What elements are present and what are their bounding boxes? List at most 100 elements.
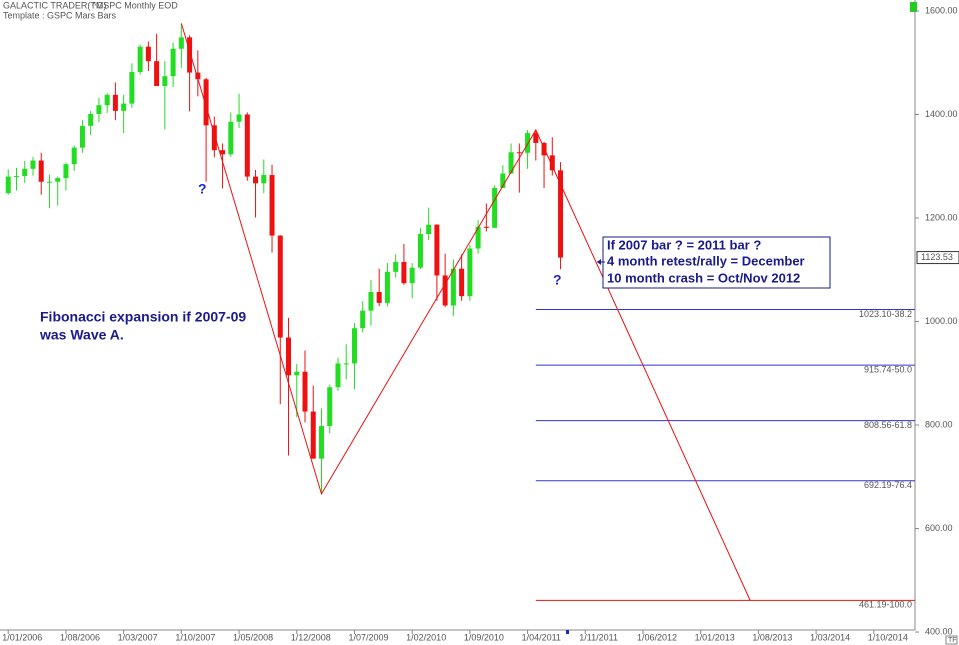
candle-body bbox=[508, 152, 514, 174]
x-tick-label: 1/02/2010 bbox=[406, 632, 446, 642]
question-mark: ? bbox=[553, 272, 562, 288]
candle-body bbox=[38, 160, 44, 182]
last-price-box bbox=[916, 251, 959, 265]
candle-body bbox=[79, 125, 85, 148]
candle-body bbox=[368, 291, 374, 311]
plot: 400.00 600.00 800.00 1000.00 1200.00 1400.00 1… bbox=[2, 5, 957, 642]
candle-body bbox=[71, 147, 77, 165]
fib-label: 915.74-50.0 bbox=[864, 364, 912, 374]
candle-body bbox=[558, 170, 564, 258]
box-text: If 2007 bar ? = 2011 bar ? bbox=[607, 237, 761, 252]
question-mark: ? bbox=[198, 181, 207, 197]
fib-label: 461.19-100.0 bbox=[859, 600, 912, 610]
x-tick-label: 1/10/2014 bbox=[868, 632, 908, 642]
x-tick-label: 1/12/2008 bbox=[291, 632, 331, 642]
candle-body bbox=[467, 248, 473, 297]
x-tick-label: 1/11/2011 bbox=[579, 632, 618, 642]
y-tick-label: 1000.00 bbox=[925, 316, 958, 326]
candle-body bbox=[269, 175, 275, 236]
box-text: 4 month retest/rally = December bbox=[607, 253, 805, 268]
candle-body bbox=[129, 72, 135, 104]
box-text: 10 month crash = Oct/Nov 2012 bbox=[607, 270, 800, 285]
corner-label: TF bbox=[948, 637, 957, 644]
candle-body bbox=[277, 235, 283, 338]
candle-body bbox=[483, 226, 489, 228]
x-tick-label: 1/03/2014 bbox=[810, 632, 850, 642]
candle-body bbox=[401, 261, 407, 284]
y-tick-label: 1600.00 bbox=[925, 5, 958, 15]
candle-body bbox=[104, 94, 110, 106]
y-tick-label: 400.00 bbox=[925, 626, 953, 636]
candle-body bbox=[46, 181, 52, 183]
candle-body bbox=[376, 291, 382, 303]
y-tick-label: 1400.00 bbox=[925, 109, 958, 119]
fib-label: 692.19-76.4 bbox=[864, 480, 912, 490]
candle-body bbox=[236, 114, 242, 122]
candle-body bbox=[360, 310, 366, 329]
candle-body bbox=[5, 176, 11, 194]
candle-body bbox=[426, 224, 432, 235]
candle-body bbox=[516, 152, 522, 154]
candle-body bbox=[286, 337, 292, 376]
last-price-label: 1123.53 bbox=[921, 252, 953, 262]
candle-body bbox=[384, 271, 390, 303]
candle-body bbox=[137, 46, 143, 73]
y-tick-label: 800.00 bbox=[925, 419, 953, 429]
x-tick-label: 1/08/2013 bbox=[752, 632, 792, 642]
x-tick-label: 1/04/2011 bbox=[522, 632, 561, 642]
candle-body bbox=[63, 164, 69, 179]
header-template: Template : GSPC Mars Bars bbox=[3, 10, 117, 20]
candle-body bbox=[533, 133, 539, 143]
x-tick-label: 1/05/2008 bbox=[233, 632, 273, 642]
candle-body bbox=[22, 168, 28, 177]
fib-label: 1023.10-38.2 bbox=[859, 309, 912, 319]
candle-body bbox=[195, 72, 201, 80]
x-tick-label: 1/06/2012 bbox=[637, 632, 677, 642]
candle-body bbox=[450, 268, 456, 306]
header-symbol: ^GSPC Monthly EOD bbox=[92, 0, 178, 10]
candle-body bbox=[121, 103, 127, 111]
candle-body bbox=[55, 178, 61, 182]
candle-body bbox=[335, 363, 341, 388]
candle-body bbox=[203, 79, 209, 126]
candle-body bbox=[475, 226, 481, 249]
candle-body bbox=[244, 114, 250, 177]
candle-body bbox=[351, 328, 357, 364]
candle-body bbox=[170, 48, 176, 77]
candle-body bbox=[393, 261, 399, 272]
x-tick-label: 1/01/2006 bbox=[2, 632, 42, 642]
candle-body bbox=[327, 387, 333, 427]
candle-body bbox=[112, 94, 118, 111]
x-tick-label: 1/10/2007 bbox=[175, 632, 215, 642]
candle-body bbox=[228, 121, 234, 155]
candle-body bbox=[294, 371, 300, 376]
candle-body bbox=[187, 37, 193, 73]
candle-body bbox=[145, 46, 151, 62]
wave-line bbox=[180, 23, 751, 601]
candle-body bbox=[253, 176, 259, 184]
candle-body bbox=[525, 133, 531, 153]
candle-body bbox=[162, 76, 168, 87]
candle-body bbox=[434, 224, 440, 276]
corner-box bbox=[945, 635, 958, 645]
fib-label: 808.56-61.8 bbox=[864, 420, 912, 430]
candle-body bbox=[492, 187, 498, 228]
x-tick-label: 1/03/2007 bbox=[118, 632, 158, 642]
candle-body bbox=[96, 105, 102, 114]
candle-body bbox=[318, 426, 324, 459]
x-tick-label: 1/08/2006 bbox=[60, 632, 100, 642]
arrow-head bbox=[597, 259, 601, 265]
candle-body bbox=[459, 268, 465, 297]
header-app: GALACTIC TRADER(TM) bbox=[3, 0, 106, 10]
candle-body bbox=[442, 275, 448, 306]
y-tick-label: 1200.00 bbox=[925, 212, 958, 222]
y-tick-label: 600.00 bbox=[925, 523, 953, 533]
candle-body bbox=[343, 363, 349, 365]
candle-body bbox=[302, 371, 308, 412]
x-tick-label: 1/07/2009 bbox=[348, 632, 388, 642]
candle-body bbox=[500, 173, 506, 188]
text-box bbox=[602, 236, 831, 289]
